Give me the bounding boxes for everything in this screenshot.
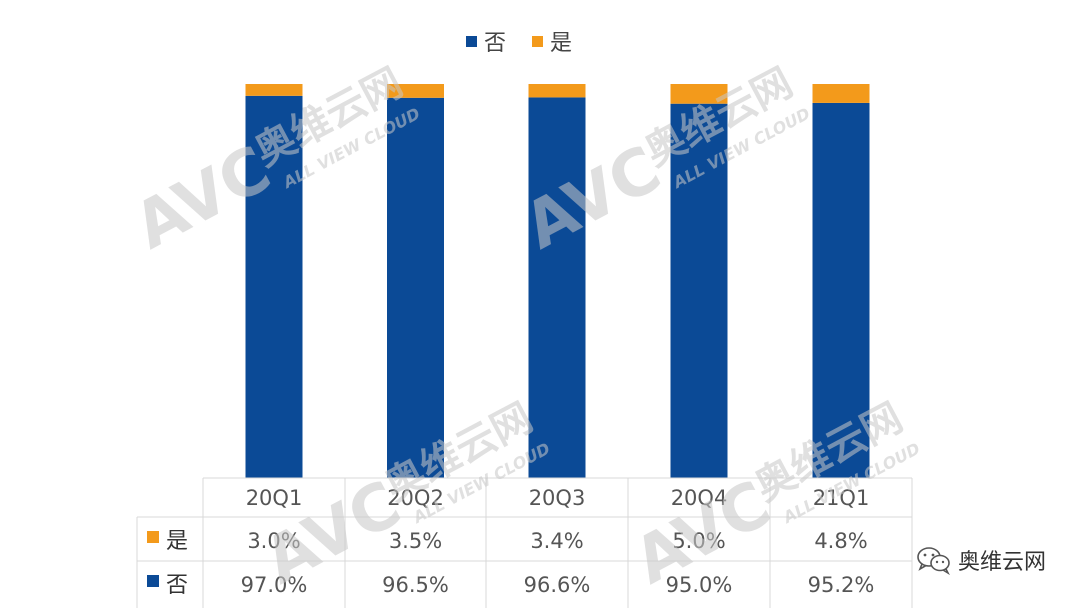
data-label-no-20q4: 95.0% — [666, 573, 733, 597]
bar-no-20q4 — [670, 103, 728, 478]
legend-swatch-no — [466, 36, 477, 47]
bar-no-20q2 — [387, 97, 444, 478]
data-label-no-21q1: 95.2% — [808, 573, 875, 597]
bar-yes-20q4 — [670, 84, 728, 104]
source-credit: 奥维云网 — [916, 544, 1046, 576]
legend-label-no: 否 — [484, 31, 506, 56]
bar-yes-21q1 — [812, 84, 870, 103]
legend-label-yes: 是 — [550, 31, 572, 56]
data-label-yes-20q1: 3.0% — [247, 529, 300, 553]
row-swatch-yes — [147, 531, 159, 543]
credit-text: 奥维云网 — [957, 550, 1046, 575]
data-label-yes-20q4: 5.0% — [672, 529, 725, 553]
data-label-no-20q2: 96.5% — [382, 573, 449, 597]
tick-label-21q1: 21Q1 — [813, 486, 870, 510]
bar-no-21q1 — [812, 102, 870, 479]
tick-label-20q2: 20Q2 — [387, 486, 444, 510]
row-label-yes: 是 — [166, 529, 188, 554]
row-label-no: 否 — [166, 573, 188, 598]
data-label-no-20q1: 97.0% — [241, 573, 308, 597]
row-swatch-no — [147, 575, 159, 587]
legend: 否是 — [466, 31, 572, 56]
bar-yes-20q2 — [387, 84, 444, 98]
data-label-yes-20q3: 3.4% — [530, 529, 583, 553]
tick-label-20q1: 20Q1 — [246, 486, 303, 510]
tick-label-20q4: 20Q4 — [671, 486, 728, 510]
data-label-yes-21q1: 4.8% — [814, 529, 867, 553]
bar-yes-20q1 — [245, 84, 303, 96]
data-table: 20Q1 20Q2 20Q3 20Q4 21Q1 是 3.0% 3.5% 3.4% 5.0% 4.8… — [136, 477, 913, 608]
legend-swatch-yes — [532, 36, 543, 47]
data-label-no-20q3: 96.6% — [524, 573, 591, 597]
bars-group — [245, 84, 870, 479]
wechat-icon — [917, 547, 950, 575]
tick-label-20q3: 20Q3 — [529, 486, 586, 510]
bar-yes-20q3 — [528, 84, 586, 98]
data-label-yes-20q2: 3.5% — [389, 529, 442, 553]
bar-no-20q1 — [245, 95, 303, 478]
bar-no-20q3 — [528, 97, 586, 479]
